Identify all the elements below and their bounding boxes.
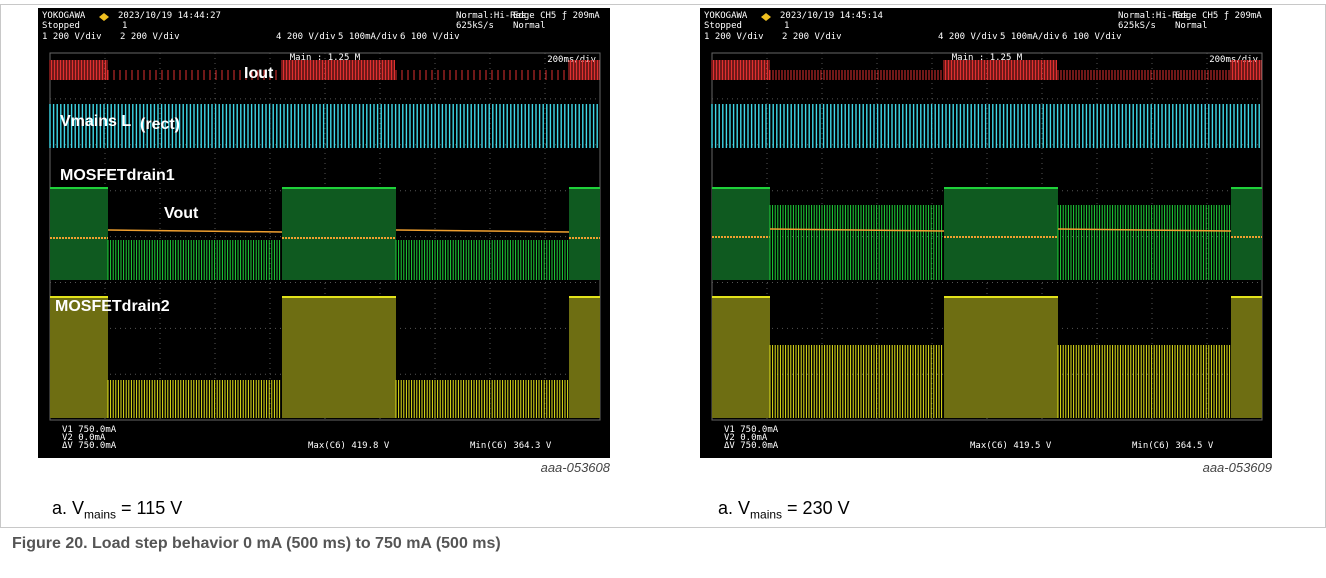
channel-setting: 4 200 V/div [276, 32, 336, 42]
status: Stopped [704, 21, 742, 31]
waveform-drain1 [944, 188, 1058, 280]
caption-text: = 230 V [782, 498, 850, 518]
max-readout: Max(C6) 419.8 V [308, 441, 390, 451]
waveform-drain2 [770, 345, 942, 418]
min-readout: Min(C6) 364.3 V [470, 441, 552, 451]
channel-setting: 4 200 V/div [938, 32, 998, 42]
waveform-drain2 [569, 297, 600, 418]
waveform-drain1 [1231, 188, 1262, 280]
waveform-iout [1231, 60, 1261, 80]
sample-rate: 625kS/s [1118, 21, 1156, 31]
caption-sub: mains [84, 508, 116, 522]
label-drain2: MOSFETdrain2 [55, 298, 170, 315]
channel-setting: 2 200 V/div [782, 32, 842, 42]
waveform-drain2 [712, 297, 770, 418]
trigger: Edge CH5 ƒ 209mA [513, 11, 600, 21]
waveform-drain1 [770, 205, 942, 280]
channel-setting: 6 100 V/div [1062, 32, 1122, 42]
timestamp: 2023/10/19 14:44:27 [118, 11, 221, 21]
logo [761, 13, 771, 21]
acq-count: 1 [784, 21, 789, 31]
waveform-drain1 [1058, 205, 1230, 280]
waveform-drain2 [944, 297, 1058, 418]
waveform-iout [712, 60, 769, 80]
acq-count: 1 [122, 21, 127, 31]
waveform-drain1 [569, 188, 600, 280]
waveform-drain1 [396, 240, 568, 280]
timestamp: 2023/10/19 14:45:14 [780, 11, 883, 21]
waveform-drain2 [108, 380, 280, 418]
label-vmains: Vmains L [60, 113, 131, 130]
brand: YOKOGAWA [704, 11, 748, 21]
label-vmains-sub: (rect) [140, 116, 180, 133]
trigger: Edge CH5 ƒ 209mA [1175, 11, 1262, 21]
caption-text: = 115 V [116, 498, 182, 518]
waveform-drain2 [282, 297, 396, 418]
channel-setting: 5 100mA/div [1000, 32, 1060, 42]
min-readout: Min(C6) 364.5 V [1132, 441, 1214, 451]
waveform-drain1 [282, 188, 396, 280]
label-drain1: MOSFETdrain1 [60, 167, 175, 184]
cursor-readout: ΔV 750.0mA [62, 441, 117, 451]
channel-setting: 2 200 V/div [120, 32, 180, 42]
caption-text: a. V [718, 498, 750, 518]
waveform-drain1 [712, 188, 770, 280]
waveform-drain2 [50, 297, 108, 418]
status: Stopped [42, 21, 80, 31]
waveform-drain2 [1058, 345, 1230, 418]
figure-id: aaa-053608 [410, 460, 610, 475]
waveform-iout [50, 60, 107, 80]
trigger-mode: Normal [513, 21, 546, 31]
logo [99, 13, 109, 21]
caption-text: a. V [52, 498, 84, 518]
channel-setting: 1 200 V/div [42, 32, 102, 42]
label-vout: Vout [164, 205, 199, 222]
channel-setting: 1 200 V/div [704, 32, 764, 42]
waveform-drain2 [1231, 297, 1262, 418]
oscilloscope: YOKOGAWA 2023/10/19 14:45:14 Stopped 1 Norma… [700, 8, 1272, 458]
figure-caption: Figure 20. Load step behavior 0 mA (500 … [12, 535, 501, 553]
waveform-drain1 [50, 188, 108, 280]
max-readout: Max(C6) 419.5 V [970, 441, 1052, 451]
waveform-drain2 [396, 380, 568, 418]
page: YOKOGAWA 2023/10/19 14:44:27 Stopped 1 Norma… [0, 0, 1326, 578]
label-iout: Iout [244, 65, 274, 82]
brand: YOKOGAWA [42, 11, 86, 21]
panel-caption: a. Vmains = 115 V [52, 498, 182, 522]
oscilloscope: YOKOGAWA 2023/10/19 14:44:27 Stopped 1 Norma… [38, 8, 610, 458]
waveform-drain1 [108, 240, 280, 280]
channel-setting: 6 100 V/div [400, 32, 460, 42]
figure-id: aaa-053609 [1072, 460, 1272, 475]
sample-rate: 625kS/s [456, 21, 494, 31]
caption-sub: mains [750, 508, 782, 522]
trigger-mode: Normal [1175, 21, 1208, 31]
waveform-iout [569, 60, 599, 80]
cursor-readout: ΔV 750.0mA [724, 441, 779, 451]
panel-caption: a. Vmains = 230 V [718, 498, 850, 522]
channel-setting: 5 100mA/div [338, 32, 398, 42]
